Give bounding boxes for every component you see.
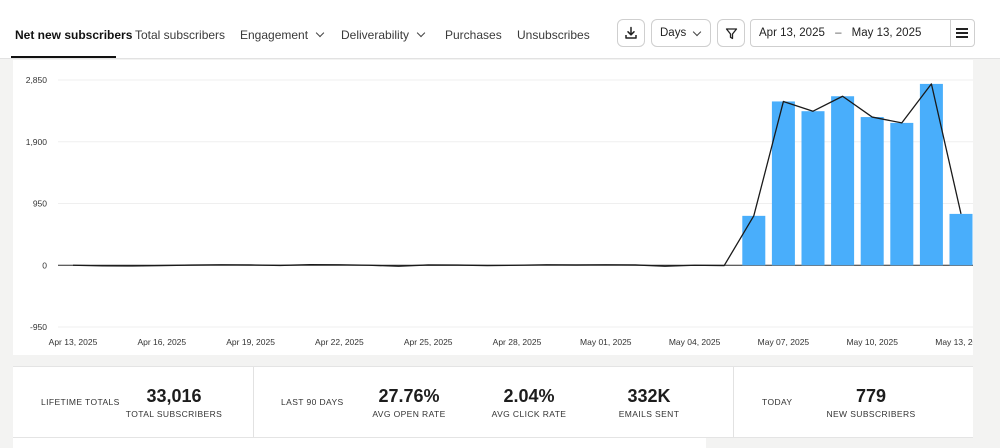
stats-bar: LIFETIME TOTALS 33,016 TOTAL SUBSCRIBERS… [13, 366, 973, 438]
new-subscribers-value: 779 [855, 386, 887, 406]
x-tick-label: Apr 28, 2025 [493, 337, 542, 347]
emails-sent-label: EMAILS SENT [618, 409, 680, 419]
lifetime-totals-label: LIFETIME TOTALS [41, 397, 120, 407]
divider [253, 367, 254, 437]
tab-label: Net new subscribers [15, 28, 133, 42]
open-rate-label: AVG OPEN RATE [372, 409, 446, 419]
tab-total-subscribers[interactable]: Total subscribers [135, 28, 225, 42]
bar [860, 117, 884, 266]
bar [771, 101, 795, 266]
divider [950, 20, 951, 46]
new-subscribers-label: NEW SUBSCRIBERS [826, 409, 916, 419]
bar [919, 83, 943, 266]
y-tick-label: -950 [30, 322, 47, 332]
chart-panel: 2,850 1,900 950 0 -950 Apr 13, 2025 Apr 16, 20… [13, 60, 987, 355]
tab-label: Engagement [240, 28, 309, 42]
filter-icon [725, 27, 737, 39]
bar [801, 111, 825, 266]
bar [831, 96, 855, 266]
tab-label: Unsubscribes [517, 28, 590, 42]
x-tick-label: May 04, 2025 [669, 337, 721, 347]
click-rate-value: 2.04% [503, 386, 555, 406]
tab-net-new-subscribers[interactable]: Net new subscribers [15, 28, 132, 42]
tab-label: Purchases [445, 28, 502, 42]
tab-unsubscribes[interactable]: Unsubscribes [517, 28, 590, 42]
report-toolbar: Net new subscribers Total subscribers En… [0, 0, 1000, 59]
date-separator: – [835, 27, 842, 39]
x-tick-label: May 01, 2025 [580, 337, 632, 347]
emails-sent-value: 332K [627, 386, 671, 406]
x-tick-label: Apr 13, 2025 [49, 337, 98, 347]
date-range-picker[interactable]: Apr 13, 2025 – May 13, 2025 [750, 19, 975, 47]
chevron-down-icon [315, 28, 325, 38]
last-90-days-label: LAST 90 DAYS [281, 397, 344, 407]
date-range-text: Apr 13, 2025 – May 13, 2025 [759, 27, 921, 39]
chevron-down-icon [692, 27, 702, 37]
bar [890, 122, 914, 266]
date-start: Apr 13, 2025 [759, 27, 825, 39]
hamburger-menu-icon[interactable] [956, 28, 968, 38]
chevron-down-icon [416, 28, 426, 38]
x-tick-label: Apr 25, 2025 [404, 337, 453, 347]
tab-label: Deliverability [341, 28, 410, 42]
tab-engagement[interactable]: Engagement [240, 28, 325, 42]
active-tab-indicator [11, 56, 116, 58]
bar [742, 215, 766, 266]
click-rate-label: AVG CLICK RATE [491, 409, 567, 419]
interval-select[interactable]: Days [651, 19, 711, 47]
download-button[interactable] [617, 19, 645, 47]
x-tick-label: Apr 22, 2025 [315, 337, 364, 347]
today-label: TODAY [762, 397, 793, 407]
tab-label: Total subscribers [135, 28, 226, 42]
x-tick-label: May 10, 2025 [846, 337, 898, 347]
bar [949, 213, 973, 266]
divider [733, 367, 734, 437]
x-tick-label: May 13, 2025 [935, 337, 973, 347]
y-tick-label: 0 [42, 260, 47, 270]
total-subscribers-label: TOTAL SUBSCRIBERS [125, 409, 223, 419]
tab-deliverability[interactable]: Deliverability [341, 28, 426, 42]
open-rate-value: 27.76% [378, 386, 440, 406]
next-panel-edge [13, 438, 706, 448]
y-tick-label: 1,900 [26, 137, 48, 147]
y-tick-label: 950 [33, 199, 47, 209]
total-subscribers-value: 33,016 [146, 386, 202, 406]
x-tick-label: Apr 19, 2025 [226, 337, 275, 347]
filter-button[interactable] [717, 19, 745, 47]
download-icon [625, 26, 637, 39]
x-tick-label: May 07, 2025 [758, 337, 810, 347]
y-tick-label: 2,850 [26, 75, 48, 85]
series-line [72, 83, 962, 267]
date-end: May 13, 2025 [851, 27, 922, 39]
x-tick-label: Apr 16, 2025 [137, 337, 186, 347]
interval-label: Days [660, 27, 687, 39]
tab-purchases[interactable]: Purchases [445, 28, 502, 42]
